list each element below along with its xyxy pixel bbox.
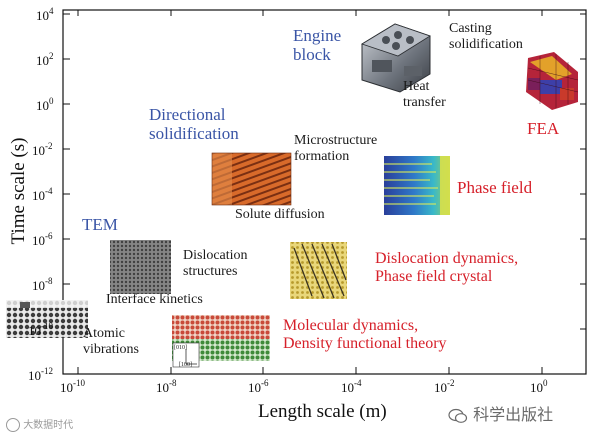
- y-tick-label: 10-2: [32, 141, 53, 158]
- x-tick-label: 10-10: [60, 378, 85, 395]
- y-axis-title: Time scale (s): [8, 137, 29, 245]
- y-tick-label: 10-4: [32, 186, 53, 203]
- microstructure-formation-label: Microstructure formation: [294, 133, 378, 164]
- interface-kinetics-label: Interface kinetics: [106, 292, 203, 307]
- directional-solidification-label: Directional solidification: [149, 105, 239, 144]
- x-axis-title: Length scale (m): [258, 401, 387, 422]
- x-tick-marks: [77, 10, 543, 374]
- fea-label: FEA: [527, 119, 560, 138]
- y-tick-label: 102: [36, 51, 54, 68]
- engine-block-label: Engine block: [293, 26, 342, 65]
- dislocation-structures-label: Dislocation structures: [183, 248, 248, 279]
- casting-solidification-label: Casting solidification: [449, 21, 523, 52]
- fea-mesh-image: [526, 52, 579, 110]
- tem-label: TEM: [82, 215, 118, 234]
- atomic-vibrations-label: Atomic vibrations: [83, 326, 139, 357]
- x-tick-label: 10-6: [248, 378, 269, 395]
- dislocation-lines-image: [290, 242, 347, 299]
- phase-field-image: [384, 156, 450, 215]
- y-tick-label: 10-12: [28, 366, 53, 383]
- watermark-circle-icon: [6, 418, 20, 432]
- solute-diffusion-label: Solute diffusion: [235, 207, 325, 222]
- y-tick-label: 100: [36, 96, 54, 113]
- plot-frame: [62, 9, 587, 375]
- y-tick-label: 10-6: [32, 231, 53, 248]
- atomic-lattice-image: [6, 300, 88, 338]
- engine-block-image: [361, 23, 431, 93]
- y-tick-label: 10-8: [32, 276, 53, 293]
- watermark-left: 大数据时代: [6, 416, 73, 432]
- x-tick-label: 10-8: [156, 378, 177, 395]
- y-tick-label: 104: [36, 6, 54, 23]
- microstructure-dendrite-image: [211, 152, 292, 206]
- x-tick-label: 10-2: [434, 378, 455, 395]
- md-direction-label: [010]: [174, 345, 187, 351]
- y-tick-marks: [63, 13, 586, 375]
- molecular-dynamics-image: [172, 315, 270, 368]
- watermark-right: 科学出版社: [448, 401, 553, 425]
- wechat-icon: [448, 408, 468, 424]
- tem-lattice-image: [110, 240, 171, 294]
- md-direction-label-2: [100]: [179, 362, 192, 368]
- x-tick-label: 10-4: [341, 378, 362, 395]
- heat-transfer-label: Heat transfer: [403, 79, 446, 110]
- molecular-dynamics-label: Molecular dynamics, Density functional t…: [283, 317, 447, 352]
- x-tick-label: 100: [530, 378, 548, 395]
- dislocation-dynamics-label: Dislocation dynamics, Phase field crysta…: [375, 250, 519, 285]
- y-tick-label: 10-10: [28, 321, 53, 338]
- phase-field-label: Phase field: [457, 178, 533, 197]
